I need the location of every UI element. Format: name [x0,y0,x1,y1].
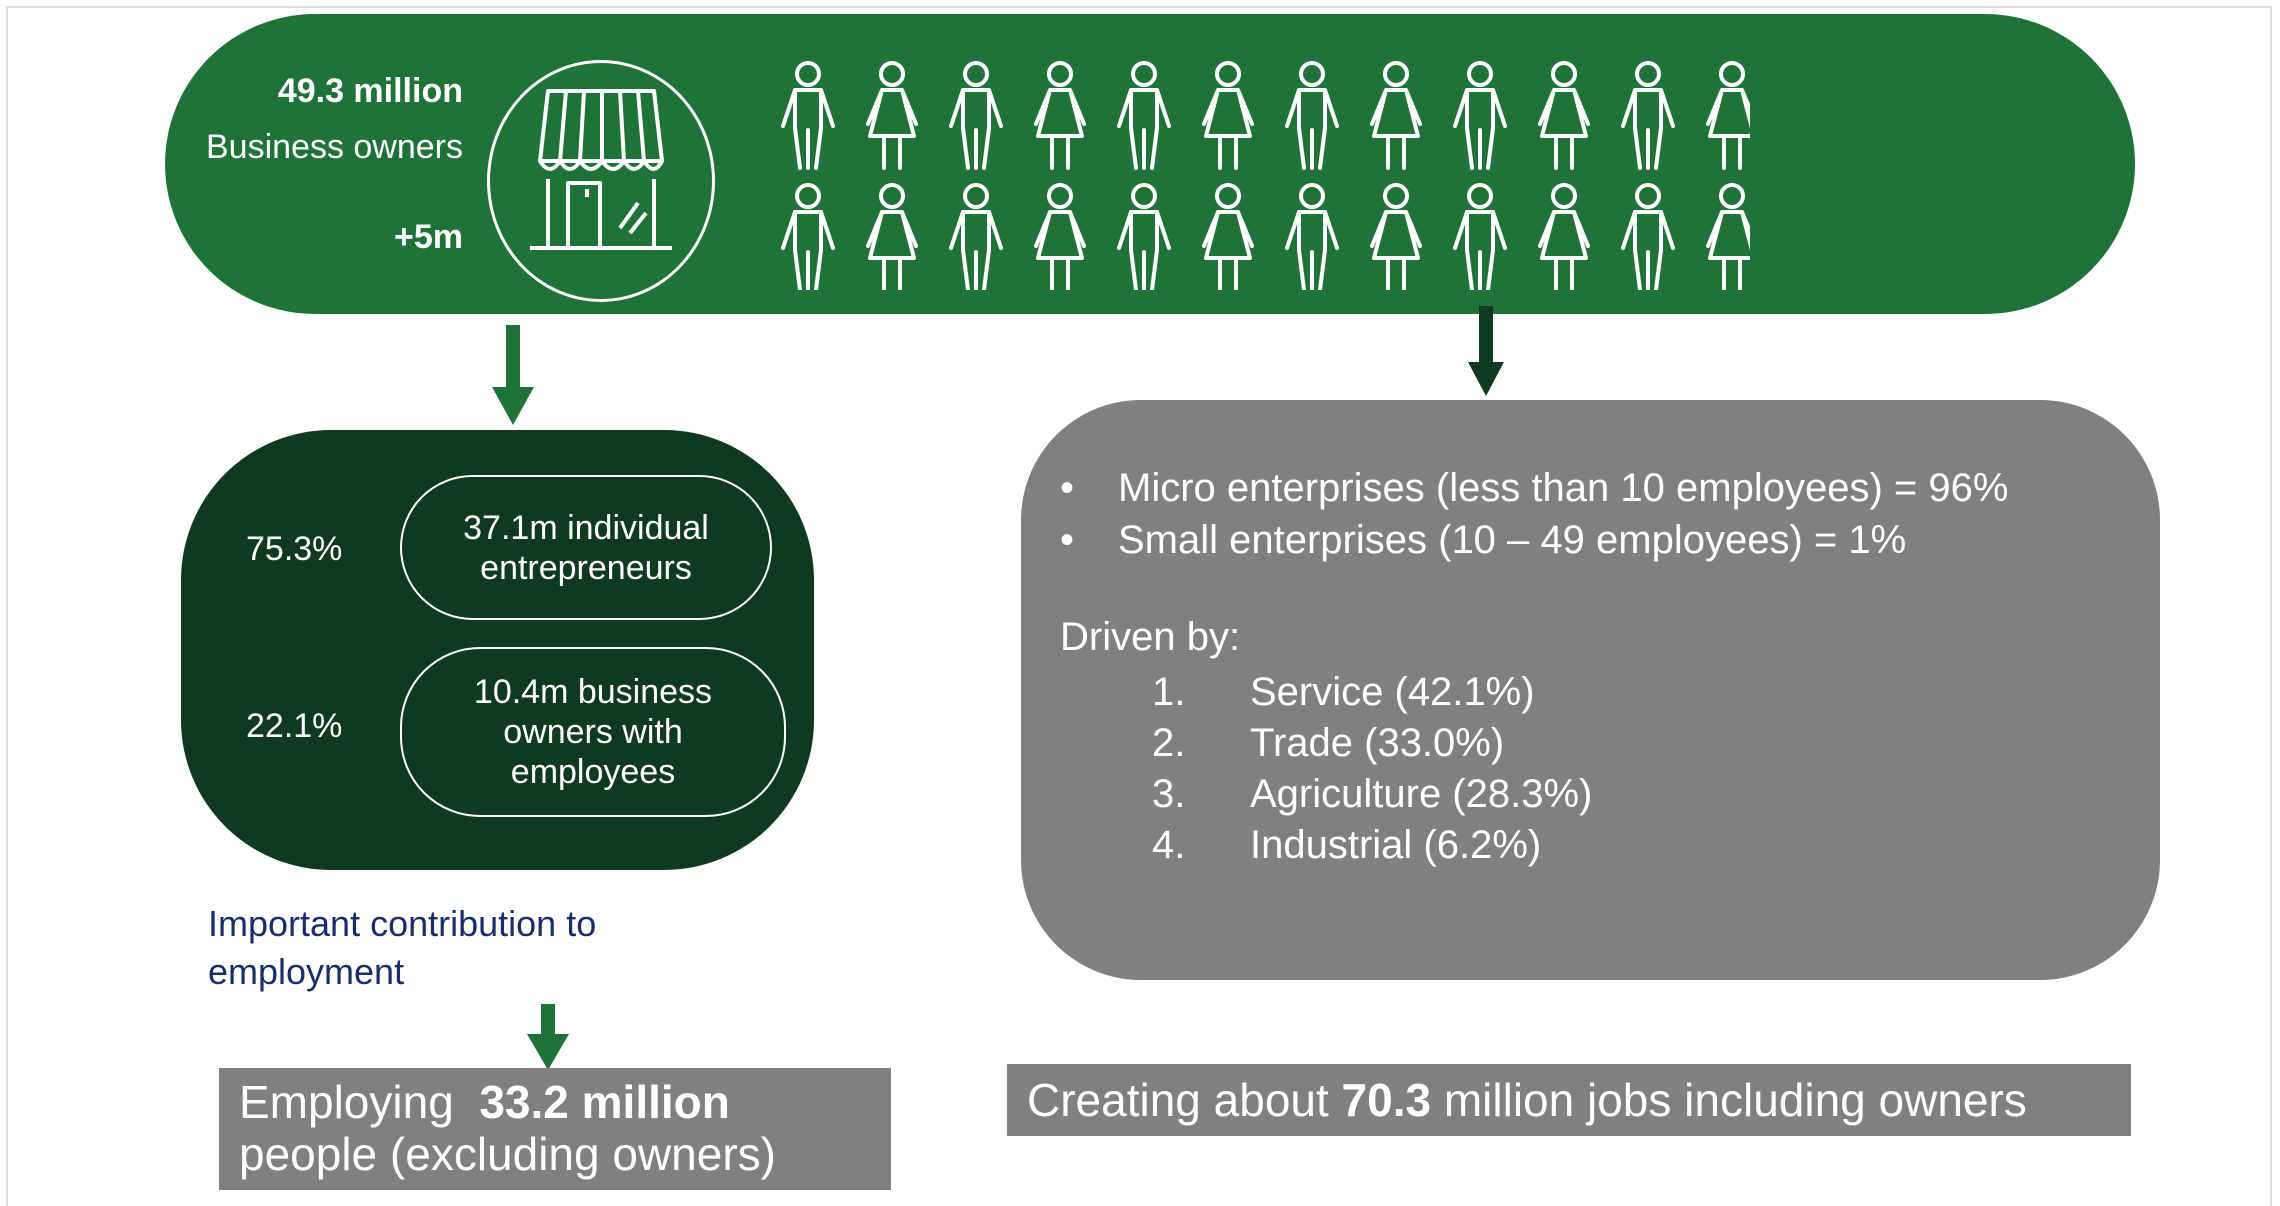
person-icon [949,183,1003,290]
person-icon [1706,61,1750,170]
creating-amount: 70.3 [1341,1074,1432,1126]
employer-owners-text: 10.4m business owners with employees [473,673,713,791]
person-icon [866,183,918,290]
driver-number: 4. [1152,823,1186,867]
person-icon [866,61,918,170]
storefront-badge [487,60,715,302]
employer-owners-pill: 10.4m business owners with employees [400,647,786,817]
enterprise-size-panel [1021,400,2160,980]
driver-number: 2. [1152,721,1186,765]
employment-contribution-note: Important contribution to employment [208,903,597,992]
driver-label: Industrial (6.2%) [1250,823,1542,867]
creating-suffix: million jobs including owners [1443,1074,2027,1126]
person-icon [1370,183,1422,290]
business-owners-label: Business owners [205,128,463,166]
employing-amount: 33.2 million [479,1076,730,1128]
people-icon-grid [781,61,1750,290]
person-icon [949,61,1003,170]
individual-entrepreneurs-percent: 75.3% [246,530,343,568]
down-arrow-left [492,325,534,425]
creating-jobs-summary-box: Creating about 70.3 million jobs includi… [1007,1064,2131,1136]
driver-number: 1. [1152,670,1186,714]
bullet-dot: • [1060,466,1075,510]
person-icon [1285,183,1339,290]
list-item: 4. Industrial (6.2%) [1152,820,1592,871]
business-owners-amount: 49.3 million [277,72,463,110]
person-icon [1453,183,1507,290]
person-icon [1034,61,1086,170]
employer-owners-percent: 22.1% [246,707,343,745]
enterprise-size-bullets: • Micro enterprises (less than 10 employ… [1060,462,2008,566]
list-item: 1. Service (42.1%) [1152,667,1592,718]
small-enterprises-text: Small enterprises (10 – 49 employees) = … [1118,518,1907,562]
down-arrow-bottom [527,1004,569,1070]
person-icon [1706,183,1750,290]
individual-entrepreneurs-text: 37.1m individual entrepreneurs [463,508,709,587]
person-icon [1621,61,1675,170]
person-icon [1370,61,1422,170]
list-item: • Small enterprises (10 – 49 employees) … [1060,514,2008,566]
list-item: • Micro enterprises (less than 10 employ… [1060,462,2008,514]
person-icon [1117,61,1171,170]
person-icon [1285,61,1339,170]
driver-number: 3. [1152,772,1186,816]
person-icon [1453,61,1507,170]
person-icon [781,183,835,290]
micro-enterprises-text: Micro enterprises (less than 10 employee… [1118,466,2009,510]
sector-driver-list: 1. Service (42.1%) 2. Trade (33.0%) 3. A… [1152,667,1592,871]
driver-label: Trade (33.0%) [1250,721,1505,765]
person-icon [1621,183,1675,290]
employing-prefix: Employing [239,1076,454,1128]
creating-prefix: Creating about [1027,1074,1329,1126]
employing-summary-box: Employing 33.2 million people (excluding… [219,1068,891,1190]
business-owners-growth: +5m [394,218,463,256]
list-item: 3. Agriculture (28.3%) [1152,769,1592,820]
slide-frame [6,6,2272,1206]
down-arrow-right [1468,306,1504,396]
person-icon [781,61,835,170]
individual-entrepreneurs-pill: 37.1m individual entrepreneurs [400,475,772,620]
driven-by-heading: Driven by: [1060,615,1241,659]
driver-label: Service (42.1%) [1250,670,1535,714]
person-icon [1117,183,1171,290]
person-icon [1034,183,1086,290]
storefront-icon [530,89,672,250]
person-icon [1538,183,1590,290]
list-item: 2. Trade (33.0%) [1152,718,1592,769]
employing-suffix: people (excluding owners) [239,1128,776,1180]
person-icon [1202,61,1254,170]
driver-label: Agriculture (28.3%) [1250,772,1593,816]
person-icon [1538,61,1590,170]
bullet-dot: • [1060,518,1075,562]
person-icon [1202,183,1254,290]
